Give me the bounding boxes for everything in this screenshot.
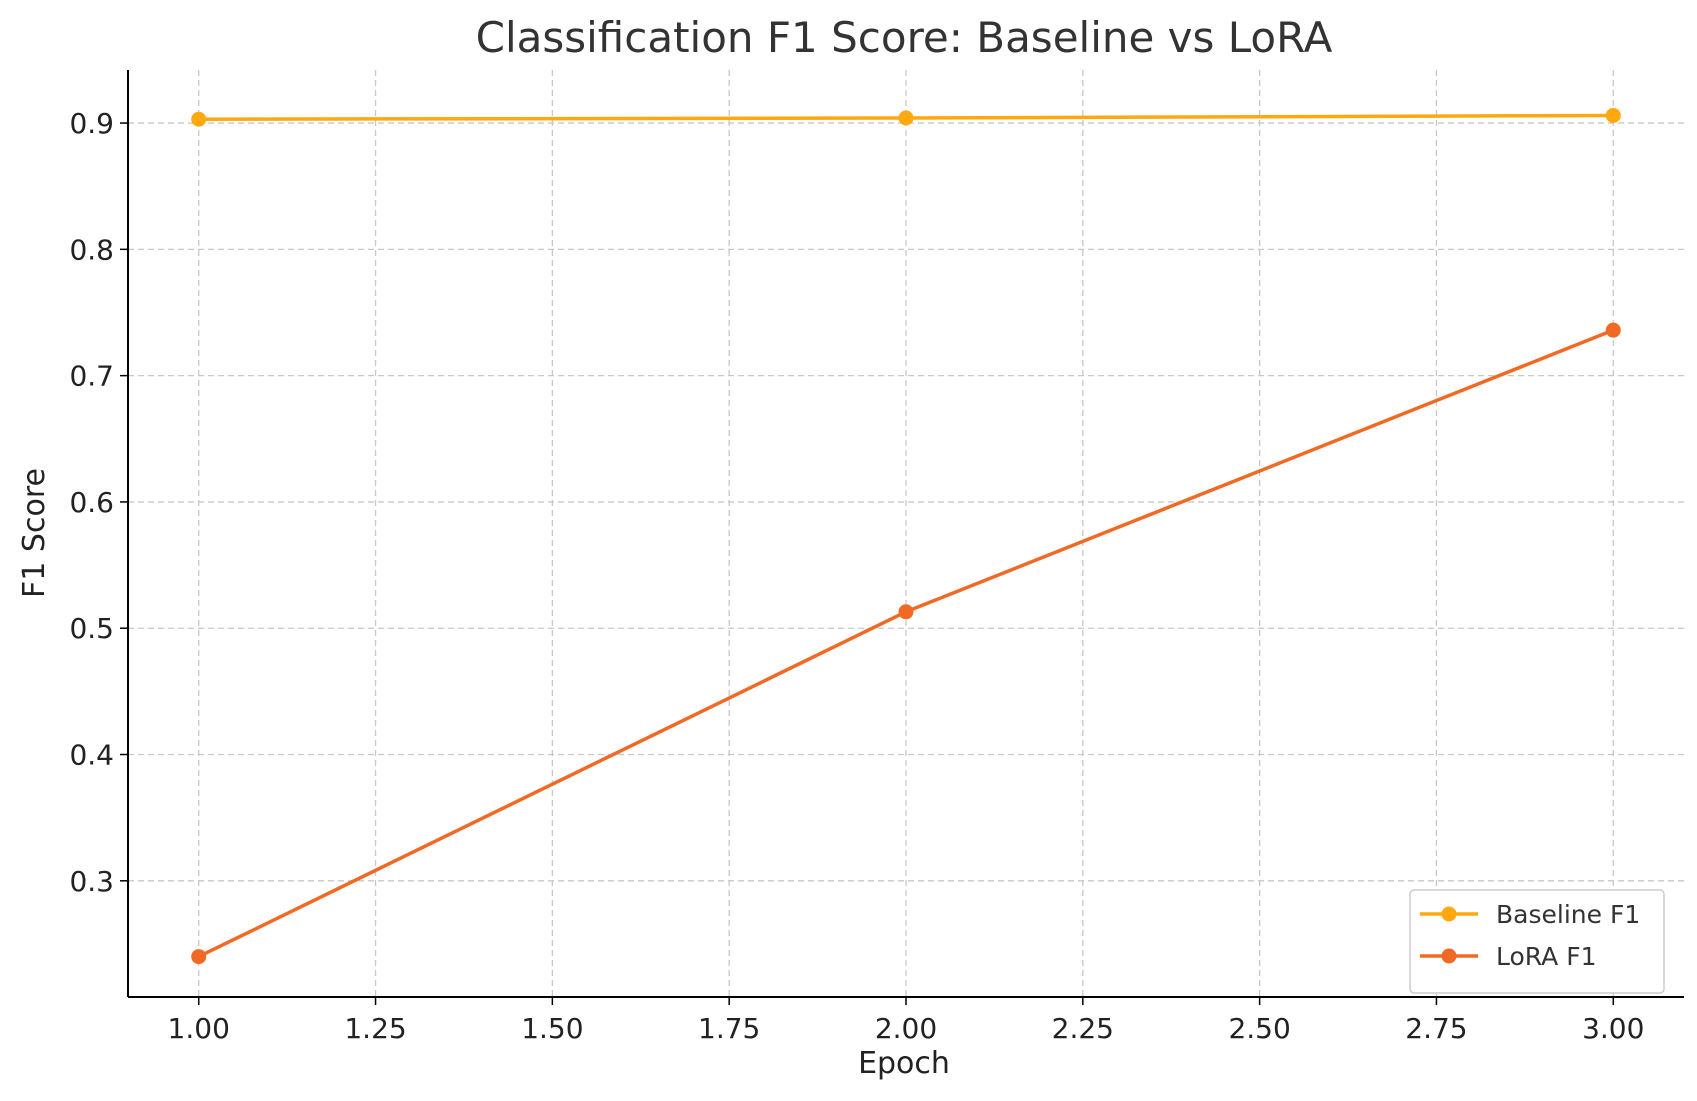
series-lora-f1	[191, 322, 1621, 965]
x-tick-label: 1.00	[168, 1012, 230, 1045]
x-tick-label: 1.25	[344, 1012, 406, 1045]
legend-label-baseline: Baseline F1	[1496, 900, 1640, 929]
series-baseline-f1	[191, 107, 1621, 127]
legend: Baseline F1 LoRA F1	[1409, 889, 1665, 994]
y-tick-label: 0.5	[69, 612, 114, 645]
data-point-baseline-f1	[1605, 107, 1621, 123]
data-point-baseline-f1	[898, 110, 914, 126]
x-axis-label: Epoch	[858, 1046, 950, 1081]
x-tick-label: 2.75	[1405, 1012, 1467, 1045]
data-point-lora-f1	[191, 949, 207, 965]
y-tick-label: 0.4	[69, 739, 114, 772]
data-point-lora-f1	[898, 604, 914, 620]
y-tick-label: 0.7	[69, 360, 114, 393]
legend-marker-baseline	[1441, 906, 1457, 922]
legend-label-lora: LoRA F1	[1496, 942, 1596, 971]
x-tick-label: 1.50	[521, 1012, 583, 1045]
axes: 1.00 1.25 1.50 1.75 2.00 2.25 2.50 2.75 3.00 0.3 0…	[69, 70, 1684, 1045]
x-tick-label: 1.75	[698, 1012, 760, 1045]
data-point-lora-f1	[1605, 322, 1621, 338]
x-tick-label: 2.50	[1228, 1012, 1290, 1045]
y-tick-label: 0.8	[69, 233, 114, 266]
grid	[128, 70, 1684, 997]
series-layer	[191, 107, 1621, 965]
y-tick-label: 0.3	[69, 865, 114, 898]
y-axis-label: F1 Score	[17, 468, 52, 598]
x-tick-label: 3.00	[1582, 1012, 1644, 1045]
x-tick-label: 2.00	[875, 1012, 937, 1045]
data-point-baseline-f1	[191, 111, 207, 127]
y-tick-label: 0.9	[69, 107, 114, 140]
y-tick-label: 0.6	[69, 486, 114, 519]
legend-marker-lora	[1441, 948, 1457, 964]
chart-title: Classification F1 Score: Baseline vs LoR…	[476, 13, 1333, 62]
x-tick-label: 2.25	[1052, 1012, 1114, 1045]
